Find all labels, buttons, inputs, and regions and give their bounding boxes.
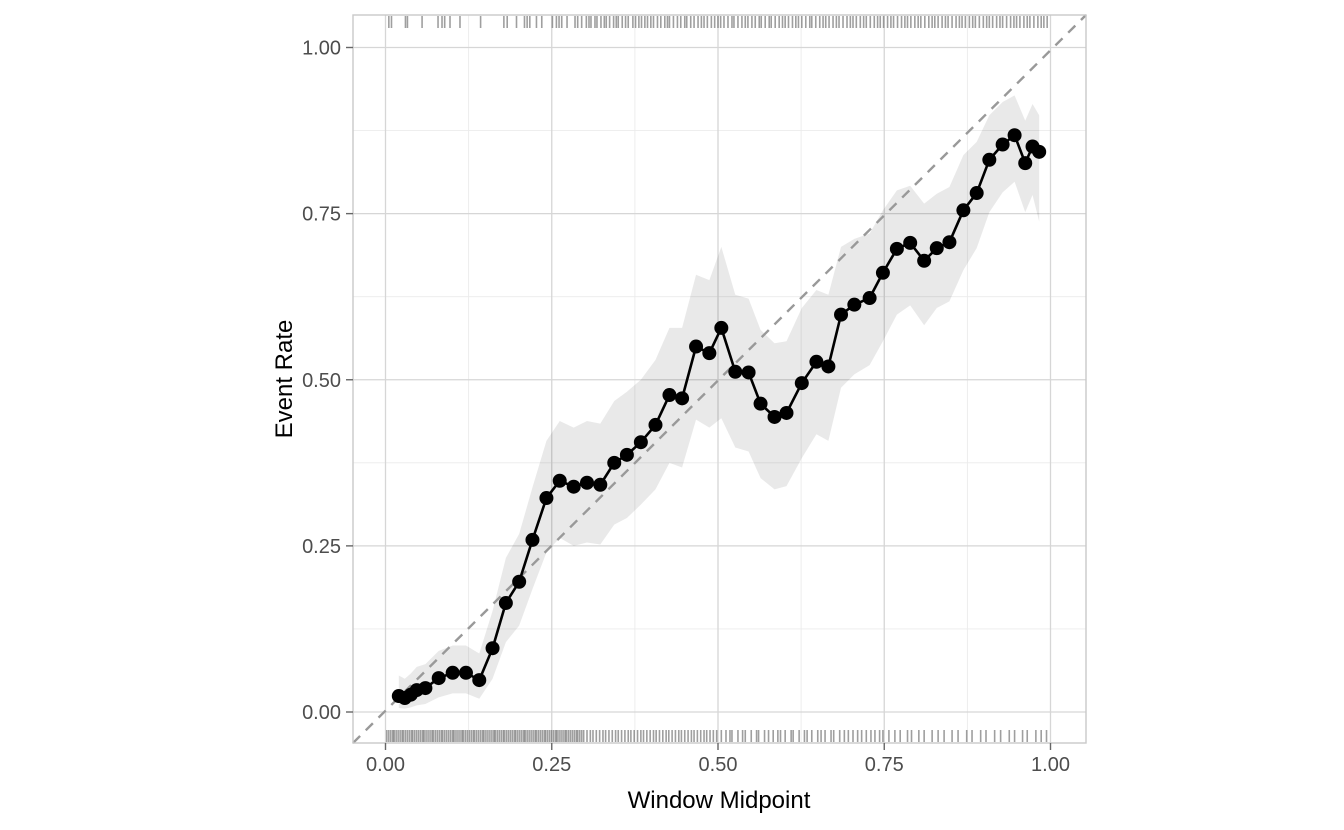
data-point: [847, 297, 862, 312]
data-point: [498, 596, 513, 611]
plot-layers: 0.00 0.25 0.50 0.75 1.00 0.00 0.25 0.50 0.75 1.00: [302, 14, 1087, 776]
data-point: [753, 396, 768, 411]
data-point: [794, 376, 809, 391]
x-tick-label: 0.50: [699, 754, 738, 776]
data-point: [821, 359, 836, 374]
data-point: [512, 574, 527, 589]
panel-background: [353, 15, 1086, 743]
data-point: [539, 491, 554, 506]
data-point: [579, 475, 594, 490]
data-point: [728, 364, 743, 379]
x-tick-label: 0.00: [366, 754, 405, 776]
data-point: [995, 137, 1010, 152]
data-point: [741, 365, 756, 380]
data-point: [633, 435, 648, 450]
y-tick-label: 0.00: [302, 702, 341, 724]
data-point: [662, 388, 677, 403]
data-point: [607, 455, 622, 470]
y-axis-title: Event Rate: [271, 320, 298, 439]
data-point: [929, 241, 944, 256]
data-point: [431, 671, 446, 686]
data-point: [689, 339, 704, 354]
x-tick-label: 0.25: [532, 754, 571, 776]
data-point: [702, 346, 717, 361]
data-point: [834, 307, 849, 322]
data-point: [1007, 128, 1022, 143]
data-point: [903, 235, 918, 250]
data-point: [809, 354, 824, 369]
data-point: [445, 665, 460, 680]
data-point: [525, 532, 540, 547]
data-point: [862, 291, 877, 306]
data-point: [1018, 156, 1033, 171]
data-point: [418, 681, 433, 696]
data-point: [942, 235, 957, 250]
data-point: [969, 186, 984, 201]
y-tick-label: 0.75: [302, 204, 341, 226]
data-point: [675, 391, 690, 406]
x-tick-label: 1.00: [1031, 754, 1070, 776]
data-point: [714, 320, 729, 335]
data-point: [552, 473, 567, 488]
data-point: [619, 447, 634, 462]
data-point: [1032, 144, 1047, 159]
data-point: [767, 409, 782, 424]
data-point: [648, 417, 663, 432]
x-tick-label: 0.75: [865, 754, 904, 776]
data-point: [982, 152, 997, 167]
data-point: [889, 241, 904, 256]
panel-border: [352, 14, 1087, 744]
data-point: [779, 405, 794, 420]
confidence-ribbon: [398, 95, 1040, 709]
y-tick-label: 0.25: [302, 536, 341, 558]
x-axis-title: Window Midpoint: [628, 787, 811, 814]
data-point: [458, 665, 473, 680]
data-point: [956, 203, 971, 218]
y-tick-label: 0.50: [302, 370, 341, 392]
data-point: [593, 477, 608, 492]
data-point: [566, 479, 581, 494]
data-point: [917, 253, 932, 268]
data-point: [485, 641, 500, 656]
y-tick-label: 1.00: [302, 38, 341, 60]
data-point: [472, 673, 487, 688]
data-point: [875, 265, 890, 280]
